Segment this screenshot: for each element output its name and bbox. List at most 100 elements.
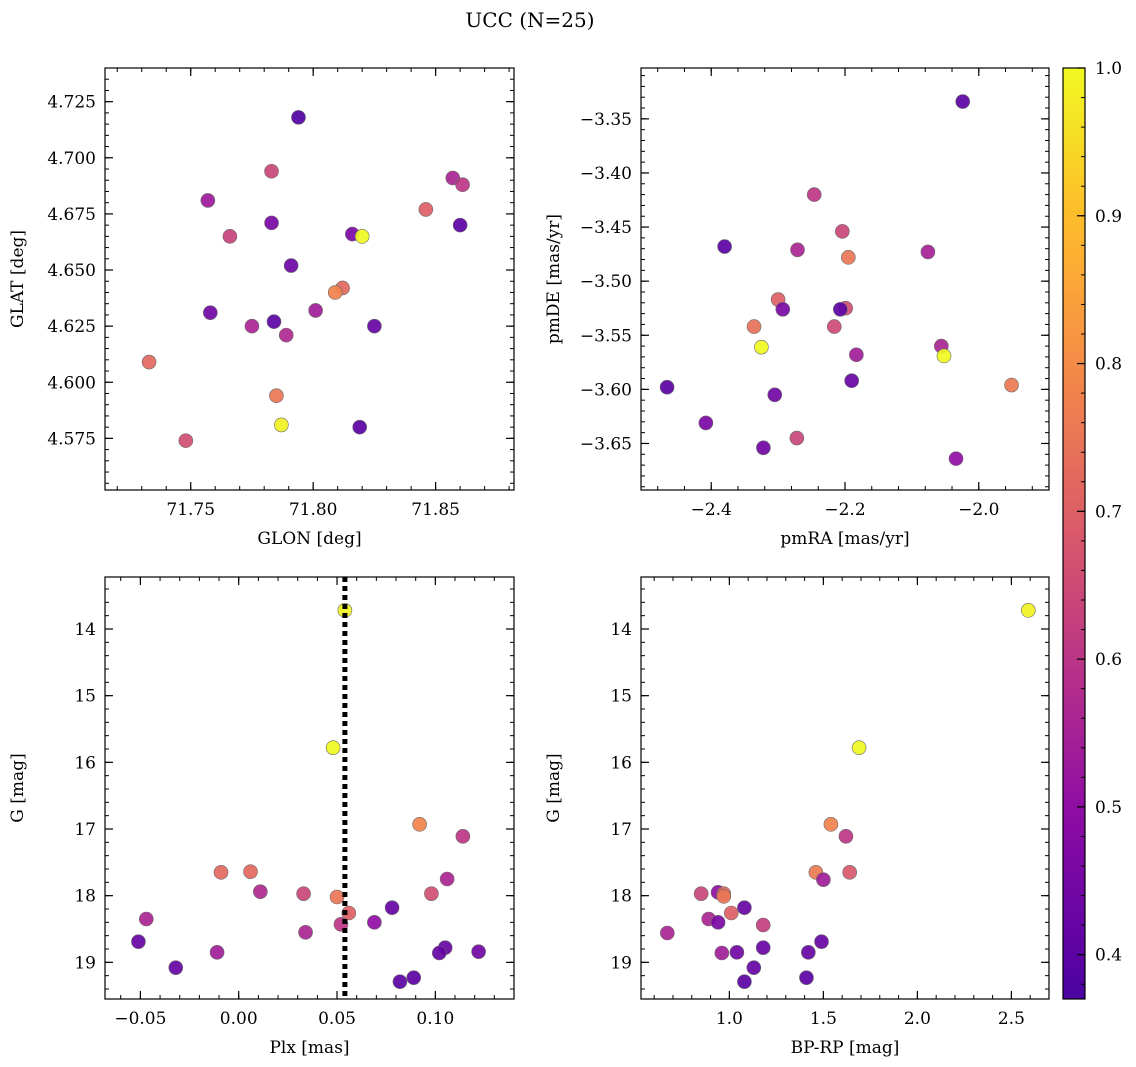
y-tick-label: 4.700	[47, 149, 96, 169]
y-tick-label: 16	[74, 753, 96, 773]
scatter-point	[844, 373, 859, 389]
y-tick-label: 16	[610, 753, 632, 773]
x-tick-label: 1.0	[716, 1009, 743, 1029]
minor-ticks	[641, 577, 1050, 999]
scatter-point	[203, 305, 218, 320]
scatter-point	[838, 829, 854, 844]
colorbar-tick-label: 1.0	[1095, 59, 1122, 79]
x-tick-label: 2.5	[998, 1009, 1025, 1029]
y-tick-label: 4.600	[47, 373, 96, 393]
y-tick-label: 4.650	[47, 261, 96, 281]
scatter-point	[412, 817, 427, 832]
scatter-point	[737, 974, 752, 989]
scatter-point	[406, 970, 422, 985]
y-tick-label: 17	[610, 820, 632, 840]
y-tick-label: 17	[74, 820, 96, 840]
colorbar-tick-label: 0.7	[1095, 502, 1122, 522]
scatter-point	[746, 319, 762, 334]
scatter-point	[737, 900, 752, 915]
scatter-point	[278, 327, 294, 343]
scatter-point	[291, 110, 306, 125]
scatter-point	[243, 864, 258, 879]
panel-1: 71.75 71.80 71.85 4.575 4.600 4.625 4.650 4.675…	[8, 67, 515, 549]
scatter-point	[823, 817, 839, 832]
y-tick-label: −3.35	[580, 110, 632, 130]
scatter-point	[418, 202, 434, 217]
colorbar-tick-label: 0.6	[1095, 650, 1122, 670]
scatter-point	[264, 163, 279, 179]
scatter-point	[799, 970, 814, 985]
scatter-point	[816, 872, 831, 887]
scatter-point	[329, 889, 345, 905]
colorbar: 0.4 0.5 0.6 0.7 0.8 0.9 1.0	[1062, 59, 1122, 1000]
y-tick-label: 15	[74, 687, 96, 707]
axes-frame	[640, 67, 1050, 491]
scatter-points	[659, 94, 1019, 466]
scatter-point	[455, 177, 470, 193]
colorbar-tick-label: 0.5	[1095, 798, 1122, 818]
y-tick-label: 19	[74, 953, 96, 973]
scatter-point	[384, 900, 400, 915]
scatter-point	[325, 740, 341, 755]
x-tick-label: 2.0	[904, 1009, 931, 1029]
panel-2: −2.4 −2.2 −2.0 −3.65 −3.60 −3.55 −3.50 −3.45 −3.…	[544, 67, 1050, 549]
scatter-point	[439, 871, 455, 887]
scatter-point	[298, 925, 313, 940]
scatter-point	[222, 229, 238, 244]
y-tick-label: −3.50	[580, 272, 632, 292]
x-axis-label: GLON [deg]	[257, 529, 361, 549]
scatter-point	[851, 740, 867, 755]
scatter-point	[367, 915, 382, 930]
scatter-point	[452, 217, 468, 233]
scatter-point	[746, 960, 762, 975]
scatter-point	[716, 889, 732, 904]
scatter-point	[341, 905, 357, 921]
scatter-point	[431, 945, 447, 961]
x-tick-label: 71.80	[289, 500, 338, 520]
scatter-point	[723, 905, 739, 921]
scatter-point	[200, 193, 216, 208]
panel-3: −0.05 0.00 0.05 0.10 14 15 16 17 18 19 Plx [mas] G …	[8, 576, 515, 1058]
axes-frame	[104, 67, 515, 491]
scatter-point	[849, 347, 864, 363]
x-tick-label: 0.00	[220, 1009, 258, 1029]
scatter-point	[755, 940, 771, 955]
scatter-point	[955, 94, 971, 109]
scatter-point	[693, 886, 709, 901]
scatter-point	[789, 430, 805, 446]
y-axis-label: G [mag]	[544, 753, 564, 822]
x-tick-label: 0.05	[318, 1009, 356, 1029]
scatter-point	[269, 388, 284, 404]
colorbar-tick-label: 0.8	[1095, 355, 1122, 375]
scatter-point	[266, 314, 282, 329]
x-axis-label: Plx [mas]	[269, 1038, 349, 1058]
scatter-point	[833, 301, 848, 317]
x-tick-label: 71.75	[166, 500, 215, 520]
y-tick-label: 18	[74, 887, 96, 907]
scatter-point	[920, 244, 936, 260]
scatter-point	[1004, 377, 1019, 393]
scatter-point	[168, 960, 184, 975]
scatter-point	[178, 433, 194, 448]
scatter-point	[841, 250, 856, 265]
y-tick-label: 14	[610, 620, 632, 640]
figure-title: UCC (N=25)	[465, 8, 594, 32]
scatter-point	[754, 339, 769, 355]
y-axis-label: GLAT [deg]	[8, 230, 28, 328]
scatter-point	[308, 303, 323, 318]
panel-4: 1.0 1.5 2.0 2.5 14 15 16 17 18 19 BP-RP [mag] G [ma…	[544, 576, 1050, 1058]
y-axis-label: G [mag]	[8, 753, 28, 822]
x-tick-label: 1.5	[810, 1009, 837, 1029]
scatter-point	[755, 917, 771, 933]
scatter-point	[659, 379, 675, 395]
y-tick-label: −3.40	[580, 164, 632, 184]
scatter-point	[138, 911, 154, 927]
x-axis-label: pmRA [mas/yr]	[780, 529, 909, 549]
scatter-point	[714, 945, 730, 961]
scatter-point	[801, 945, 816, 960]
colorbar-gradient	[1063, 68, 1085, 999]
major-ticks	[641, 577, 1049, 999]
scatter-point	[826, 319, 842, 334]
colorbar-tick-label: 0.4	[1095, 946, 1122, 966]
